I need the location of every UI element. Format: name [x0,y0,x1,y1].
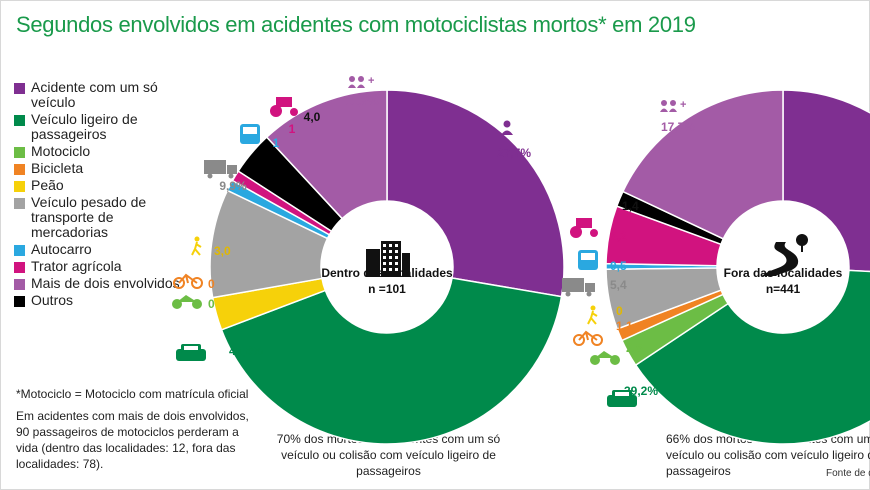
slice-label: 39,2% [624,384,658,398]
slice-1 [634,269,870,445]
legend-swatch [14,245,25,256]
legend-item: Bicicleta [14,161,194,176]
legend-label: Veículo pesado de transporte de mercador… [31,194,147,240]
slice-label: 1,1 [616,319,633,333]
legend-item: Veículo pesado de transporte de mercador… [14,195,194,240]
slice-1 [220,277,563,445]
group-icon: + [348,75,374,88]
svg-text:+: + [680,99,686,111]
source-note: Fonte de dados [826,468,870,479]
note: Em acidentes com mais de dois envolvidos… [16,409,249,471]
slice-label: 17,7% [661,120,695,134]
legend-swatch [14,181,25,192]
slice-label: 2,5 [626,341,643,355]
legend-item: Motociclo [14,144,194,159]
slice-label: 1,4 [622,199,639,213]
tractor-icon [270,97,298,117]
tractor-icon [570,218,598,238]
slice-label: 4,0 [304,110,321,124]
car-icon [607,390,637,407]
legend-swatch [14,115,25,126]
legend-label: Motociclo [31,143,91,159]
slice-label: 9,9% [219,179,247,193]
category-icons: 27,7% 41,6% 0 0 3,0 9,9% 11 4,0 11,9% 39,2% 2,5 1,1… [172,75,808,407]
slice-0 [782,89,870,273]
motorcycle-icon [590,351,620,365]
car-icon [176,344,206,361]
slice-label: 0,5 [610,259,627,273]
slice-9 [621,89,784,240]
person-icon [501,120,513,135]
legend-item: Peão [14,178,194,193]
legend-label: Veículo ligeiro de passageiros [31,111,138,142]
slice-label: 0 [208,277,215,291]
footnote: *Motociclo = Motociclo com matrícula ofi… [16,387,249,401]
slice-label: 1 [273,136,280,150]
legend-swatch [14,164,25,175]
slice-label: 27,7% [497,146,531,160]
legend-label: Mais de dois envolvidos [31,275,180,291]
pedestrian-icon [191,236,202,256]
bus-icon [578,250,598,270]
slice-label: 5,2 [610,229,627,243]
legend-item: Outros [14,293,194,308]
bicycle-icon [173,273,203,289]
slice-label: 0 [208,297,215,311]
slice-label: 0 [616,304,623,318]
legend-swatch [14,147,25,158]
slice-0 [386,89,565,298]
legend-label: Trator agrícola [31,258,122,274]
center-title: Fora das localidades [724,266,843,280]
slice-label: 3,0 [214,244,231,258]
chart-title: Segundos envolvidos em acidentes com mot… [16,12,696,37]
legend-item: Veículo ligeiro de passageiros [14,112,194,142]
legend-item: Autocarro [14,242,194,257]
legend-swatch [14,279,25,290]
legend-label: Peão [31,177,64,193]
svg-text:+: + [368,75,374,87]
road-icon [762,234,808,276]
legend-swatch [14,83,25,94]
legend-item: Mais de dois envolvidos [14,276,194,291]
group-icon: + [660,99,686,112]
legend-swatch [14,296,25,307]
donut-outside: Fora das localidades n=441 [605,89,870,445]
truck-icon [204,160,237,179]
center-count: n =101 [368,282,406,296]
slice-label: 5,4 [610,278,627,292]
legend: Acidente com um só veículo Veículo ligeir… [14,80,194,310]
legend-label: Autocarro [31,241,92,257]
slice-label: 41,6% [229,344,263,358]
legend-label: Acidente com um só veículo [31,79,158,110]
legend-item: Trator agrícola [14,259,194,274]
pedestrian-icon [587,305,598,325]
legend-swatch [14,262,25,273]
legend-label: Bicicleta [31,160,84,176]
legend-item: Acidente com um só veículo [14,80,194,110]
bus-icon [240,124,260,144]
slice-label: 1 [289,122,296,136]
bicycle-icon [573,330,603,346]
slice-label: 11,9% [345,94,379,108]
truck-icon [562,278,595,297]
legend-swatch [14,198,25,209]
building-icon [366,241,410,277]
motorcycle-icon [172,295,202,309]
center-count: n=441 [766,282,801,296]
legend-label: Outros [31,292,74,308]
